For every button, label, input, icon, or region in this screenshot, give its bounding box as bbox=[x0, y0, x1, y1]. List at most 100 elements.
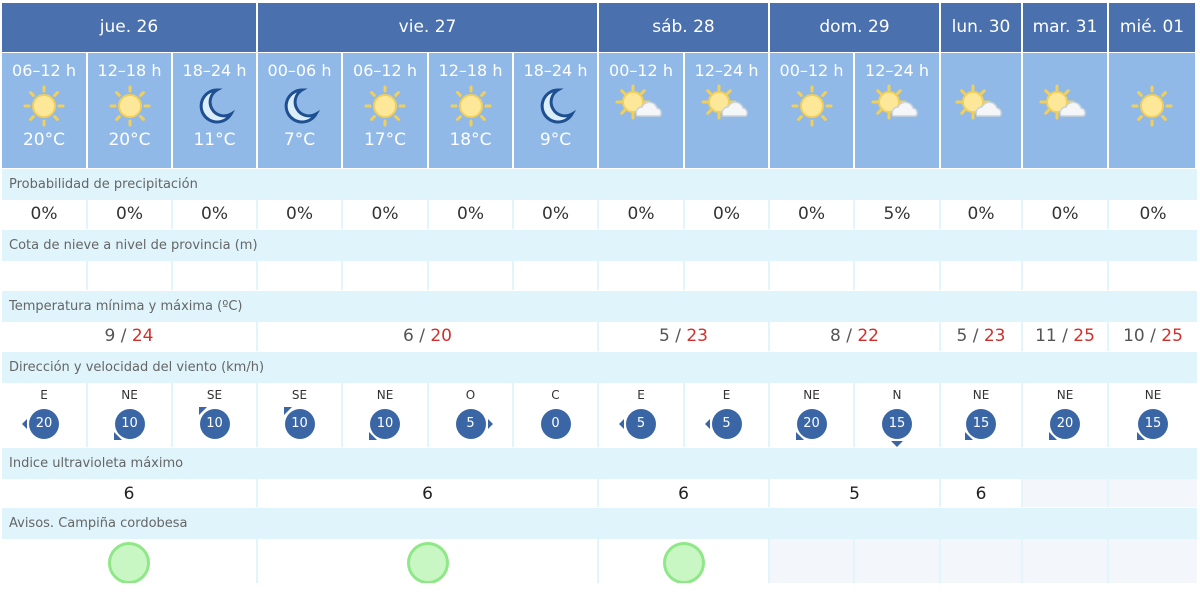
day-header: lun. 30 bbox=[941, 3, 1023, 52]
uv-value: 6 bbox=[123, 484, 135, 504]
wind-cell: NE 20 bbox=[1023, 383, 1109, 447]
wind-direction: E bbox=[722, 388, 731, 402]
period-cell: 12–18 h 20°C bbox=[88, 52, 173, 168]
snow-row bbox=[2, 261, 1197, 290]
row-label-uv: Indice ultravioleta máximo bbox=[2, 448, 1197, 479]
wind-speed: 20 bbox=[29, 409, 59, 439]
wind-cell: N 15 bbox=[855, 383, 941, 447]
temp-separator: / bbox=[1144, 326, 1162, 346]
wind-direction: NE bbox=[1144, 388, 1162, 402]
period-time: 12–24 h bbox=[694, 61, 759, 80]
aviso-cell[interactable] bbox=[599, 539, 770, 583]
wind-speed: 10 bbox=[284, 409, 315, 439]
temp-min: 8 bbox=[829, 326, 841, 346]
period-time: 18–24 h bbox=[182, 61, 247, 80]
aviso-green-icon[interactable] bbox=[108, 542, 150, 583]
precip-value: 0% bbox=[514, 200, 599, 229]
temp-min: 11 bbox=[1035, 326, 1057, 346]
row-label-avisos: Avisos. Campiña cordobesa bbox=[2, 508, 1197, 539]
precip-value: 0% bbox=[599, 200, 685, 229]
uv-value: 6 bbox=[678, 484, 689, 504]
period-cell: 06–12 h 17°C bbox=[343, 52, 429, 168]
wind-direction: NE bbox=[803, 388, 820, 402]
period-cell: 12–24 h bbox=[855, 52, 941, 168]
uv-cell: 6 bbox=[2, 479, 258, 507]
temp-min: 5 bbox=[658, 326, 670, 346]
temp-min: 5 bbox=[956, 326, 968, 346]
day-header: dom. 29 bbox=[770, 3, 941, 52]
period-time: 00–12 h bbox=[609, 61, 673, 80]
wind-direction: SE bbox=[291, 388, 308, 402]
period-cell: 06–12 h 20°C bbox=[2, 52, 88, 168]
precip-value: 0% bbox=[941, 200, 1023, 229]
wind-cell: NE 15 bbox=[1109, 383, 1197, 447]
row-label-precip: Probabilidad de precipitación bbox=[2, 169, 1197, 200]
period-temperature: 7°C bbox=[283, 130, 316, 150]
temp-min: 6 bbox=[402, 326, 414, 346]
wind-arrow-icon bbox=[619, 419, 624, 429]
period-temperature: 18°C bbox=[449, 130, 492, 150]
snow-value bbox=[599, 261, 685, 290]
snow-value bbox=[88, 261, 173, 290]
aviso-cell-empty bbox=[770, 539, 855, 583]
temp-separator: / bbox=[967, 326, 984, 346]
period-time: 12–18 h bbox=[438, 61, 503, 80]
temp-max: 24 bbox=[131, 326, 154, 346]
wind-cell: E 20 bbox=[2, 383, 88, 447]
forecast-table: jue. 26 vie. 27 sáb. 28 dom. 29 lun. 30 mar. … bbox=[2, 3, 1197, 583]
wind-cell: SE 10 bbox=[173, 383, 258, 447]
snow-value bbox=[2, 261, 88, 290]
wind-cell: NE 20 bbox=[770, 383, 855, 447]
precip-value: 5% bbox=[855, 200, 941, 229]
snow-value bbox=[429, 261, 514, 290]
wind-arrow-icon bbox=[965, 432, 973, 440]
aviso-green-icon[interactable] bbox=[406, 542, 449, 583]
wind-arrow-icon bbox=[704, 419, 710, 429]
wind-speed: 20 bbox=[796, 409, 827, 439]
precip-value: 0% bbox=[1023, 200, 1109, 229]
temp-separator: / bbox=[413, 326, 431, 346]
precip-value: 0% bbox=[88, 200, 173, 229]
period-temperature: 20°C bbox=[22, 130, 65, 150]
aviso-cell[interactable] bbox=[258, 539, 599, 583]
temp-separator: / bbox=[669, 326, 687, 346]
snow-value bbox=[258, 261, 343, 290]
snow-value bbox=[514, 261, 599, 290]
day-header-row: jue. 26 vie. 27 sáb. 28 dom. 29 lun. 30 mar. … bbox=[2, 3, 1197, 52]
wind-speed: 15 bbox=[966, 409, 996, 439]
snow-value bbox=[770, 261, 855, 290]
wind-speed: 20 bbox=[1050, 409, 1080, 439]
aviso-green-icon[interactable] bbox=[662, 542, 705, 583]
temp-separator: / bbox=[1056, 326, 1074, 346]
precip-row: 0% 0% 0% 0% 0% 0% 0% 0% 0% 0% 5% 0% 0% 0% bbox=[2, 200, 1197, 229]
uv-cell bbox=[1023, 479, 1109, 507]
uv-value: 5 bbox=[849, 484, 860, 504]
wind-speed: 15 bbox=[882, 409, 912, 439]
sun-cloud-icon bbox=[599, 84, 683, 128]
row-label-snow: Cota de nieve a nivel de provincia (m) bbox=[2, 230, 1197, 261]
wind-cell: NE 10 bbox=[88, 383, 173, 447]
temp-min: 9 bbox=[104, 326, 116, 346]
aviso-cell-empty bbox=[1023, 539, 1109, 583]
wind-direction: NE bbox=[972, 388, 990, 402]
wind-speed: 5 bbox=[455, 409, 486, 439]
precip-value: 0% bbox=[343, 200, 429, 229]
period-cell: 18–24 h 11°C bbox=[173, 52, 258, 168]
temp-max: 25 bbox=[1161, 326, 1183, 346]
wind-arrow-icon bbox=[795, 432, 804, 440]
period-time bbox=[941, 61, 1021, 80]
period-cell: 00–06 h 7°C bbox=[258, 52, 343, 168]
snow-value bbox=[343, 261, 429, 290]
sun-cloud-icon bbox=[685, 84, 768, 128]
temp-minmax: 11 / 25 bbox=[1023, 322, 1109, 351]
wind-arrow-icon bbox=[283, 407, 292, 415]
uv-cell bbox=[1109, 479, 1197, 507]
wind-arrow-icon bbox=[1049, 432, 1057, 440]
wind-cell: NE 10 bbox=[343, 383, 429, 447]
aviso-cell[interactable] bbox=[2, 539, 258, 583]
sun-icon bbox=[429, 84, 512, 128]
wind-speed: 10 bbox=[370, 409, 400, 439]
wind-arrow-icon bbox=[487, 419, 493, 429]
